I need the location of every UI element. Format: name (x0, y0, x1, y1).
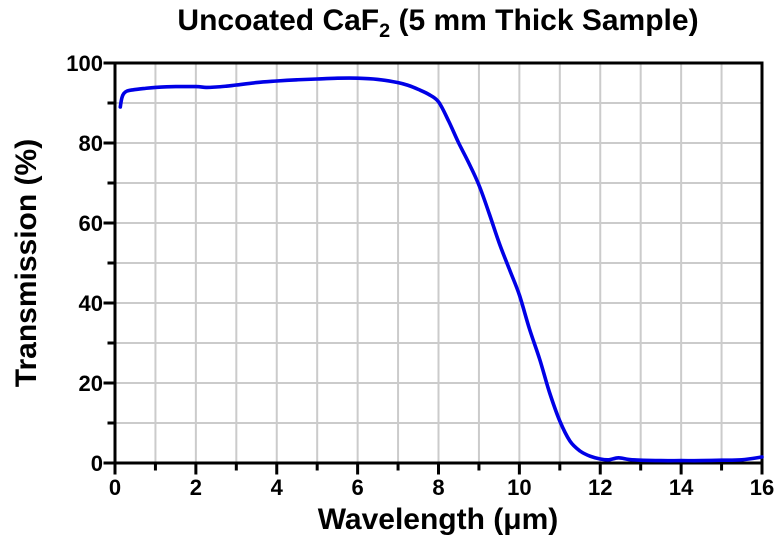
x-tick-label: 8 (432, 475, 444, 500)
curve-series (118, 76, 764, 463)
x-tick-label: 4 (271, 475, 284, 500)
x-axis-label: Wavelength (μm) (317, 503, 559, 536)
chart-title-suffix: (5 mm Thick Sample) (390, 4, 699, 37)
chart-title: Uncoated CaF2 (5 mm Thick Sample) (108, 4, 768, 41)
x-tick-label: 6 (352, 475, 364, 500)
y-tick-label: 60 (79, 211, 103, 236)
y-tick-label: 100 (66, 51, 103, 76)
x-tick-label: 12 (588, 475, 612, 500)
x-tick-label: 16 (750, 475, 774, 500)
y-tick-label: 80 (79, 131, 103, 156)
x-tick-label: 0 (109, 475, 121, 500)
y-tick-label: 0 (91, 451, 103, 476)
transmission-curve (118, 76, 764, 463)
plot-frame (113, 61, 764, 465)
y-tick-label: 20 (79, 371, 103, 396)
axis-ticks (103, 61, 764, 475)
chart-title-main: Uncoated CaF (177, 4, 380, 37)
x-tick-label: 10 (507, 475, 531, 500)
tick-labels: 0 2 4 6 8 10 12 14 16 0 20 40 60 80 100 (66, 51, 774, 500)
grid-lines (115, 63, 762, 463)
y-tick-label: 40 (79, 291, 103, 316)
x-tick-label: 2 (190, 475, 202, 500)
x-tick-label: 14 (669, 475, 694, 500)
chart-title-subscript: 2 (379, 20, 391, 42)
